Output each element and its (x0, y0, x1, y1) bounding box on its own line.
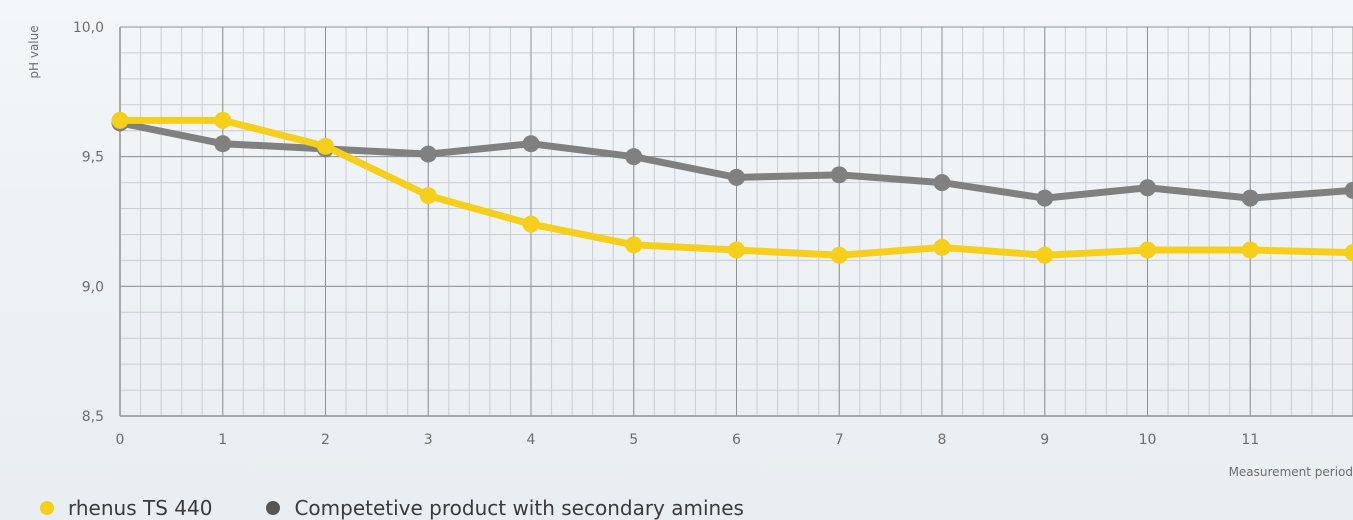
legend-label-rhenus: rhenus TS 440 (68, 496, 213, 520)
y-tick-label: 9,0 (82, 279, 104, 295)
data-point (1139, 241, 1156, 259)
x-tick-label: 11 (1241, 432, 1259, 448)
x-tick-label: 5 (629, 432, 638, 448)
legend-item-competitor: Competetive product with secondary amine… (266, 496, 744, 520)
y-tick-label: 10,0 (73, 20, 104, 36)
data-point (419, 145, 437, 163)
x-tick-labels: 0 1 2 3 4 5 6 7 8 9 10 11 (116, 432, 1260, 448)
data-point (830, 166, 848, 184)
y-tick-label: 8,5 (82, 409, 104, 425)
y-tick-labels: 8,5 9,0 9,5 10,0 (73, 20, 104, 425)
x-tick-label: 4 (527, 432, 536, 448)
data-point (728, 241, 745, 259)
data-point (625, 148, 643, 166)
data-point (317, 137, 334, 155)
y-tick-label: 9,5 (82, 150, 104, 166)
legend-marker-competitor (266, 501, 281, 515)
data-point (522, 135, 540, 153)
data-point (1139, 179, 1156, 197)
series-layer (111, 111, 1353, 264)
data-point (214, 135, 232, 153)
data-point (1344, 244, 1353, 262)
data-point (830, 246, 848, 264)
x-tick-label: 2 (321, 432, 330, 448)
data-point (214, 111, 232, 129)
grid-major (119, 26, 1353, 417)
series-1 (111, 111, 1353, 264)
legend-marker-rhenus (40, 501, 54, 515)
data-point (419, 187, 437, 205)
data-point (933, 238, 951, 256)
data-point (933, 174, 951, 192)
data-point (1241, 241, 1259, 259)
data-point (1344, 181, 1353, 199)
x-axis-label: Measurement period (1229, 465, 1353, 479)
x-tick-label: 8 (938, 432, 947, 448)
x-tick-label: 3 (424, 432, 433, 448)
x-tick-label: 9 (1040, 432, 1049, 448)
x-tick-label: 0 (116, 432, 125, 448)
series-0 (111, 114, 1353, 207)
data-point (1036, 189, 1054, 207)
x-tick-label: 1 (218, 432, 227, 448)
data-point (522, 215, 540, 233)
x-tick-label: 10 (1139, 432, 1157, 448)
legend: rhenus TS 440 Competetive product with s… (40, 496, 798, 520)
y-axis-label: pH value (27, 25, 41, 78)
legend-item-rhenus: rhenus TS 440 (40, 496, 212, 520)
data-point (1241, 189, 1259, 207)
legend-label-competitor: Competetive product with secondary amine… (294, 496, 744, 520)
data-point (1036, 246, 1054, 264)
data-point (111, 111, 129, 129)
data-point (728, 168, 745, 186)
x-tick-label: 7 (835, 432, 844, 448)
x-tick-label: 6 (732, 432, 741, 448)
data-point (625, 236, 643, 254)
